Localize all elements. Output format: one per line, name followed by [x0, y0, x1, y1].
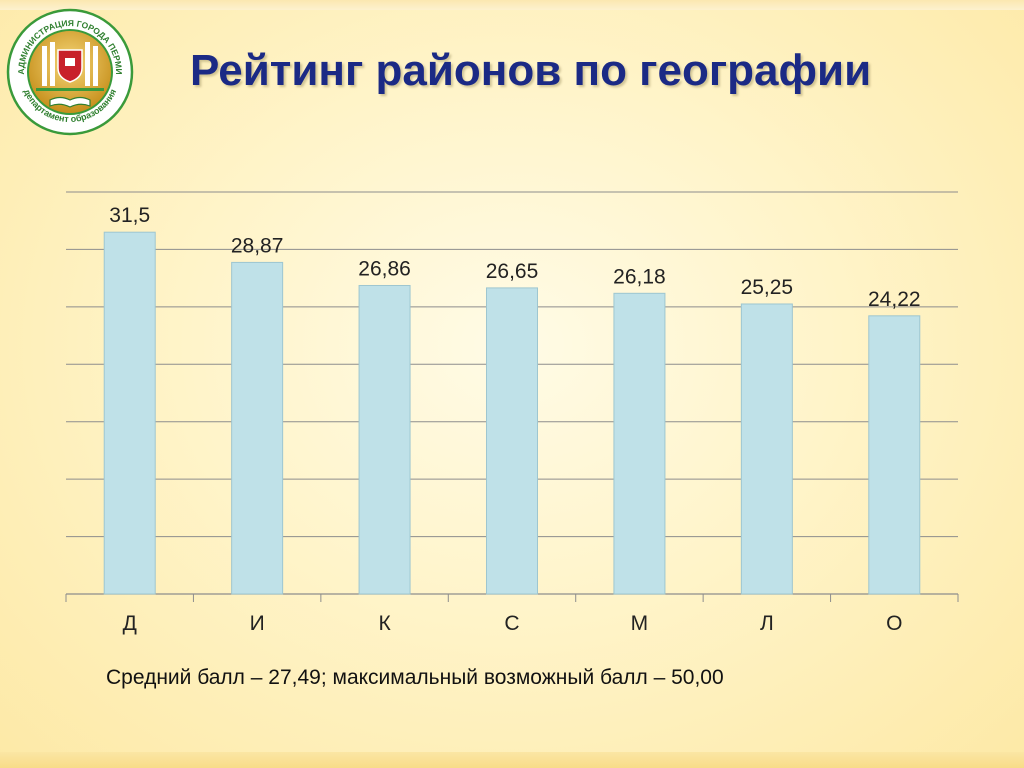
x-tick-label-4: С — [504, 612, 519, 635]
data-label-5: 26,18 — [613, 265, 666, 288]
data-label-4: 26,65 — [486, 260, 539, 283]
bar-1 — [103, 231, 156, 595]
bar-4 — [486, 287, 538, 595]
x-tick-label-7: О — [886, 612, 902, 635]
data-label-6: 25,25 — [741, 276, 794, 299]
bar-7 — [868, 315, 921, 595]
department-logo: АДМИНИСТРАЦИЯ ГОРОДА ПЕРМИ департамент о… — [6, 8, 134, 136]
logo-columns-icon — [36, 42, 104, 91]
coat-of-arms-icon — [57, 49, 83, 83]
page-title: Рейтинг районов по географии — [190, 46, 872, 95]
x-tick-label-1: Д — [123, 612, 137, 635]
x-tick-label-3: К — [378, 612, 391, 635]
x-tick-label-5: М — [631, 612, 649, 635]
top-band — [0, 0, 1024, 10]
x-tick-label-2: И — [250, 612, 265, 635]
x-tick-label-6: Л — [760, 612, 774, 635]
bottom-band — [0, 752, 1024, 768]
bar-6 — [740, 303, 793, 595]
data-label-7: 24,22 — [868, 288, 921, 311]
bar-3 — [358, 284, 411, 595]
bar-2 — [231, 261, 284, 595]
bar-5 — [613, 292, 666, 595]
data-label-2: 28,87 — [231, 234, 284, 257]
score-footnote: Средний балл – 27,49; максимальный возмо… — [106, 666, 724, 689]
open-book-icon — [49, 96, 91, 108]
data-label-3: 26,86 — [358, 257, 411, 280]
data-label-1: 31,5 — [109, 204, 150, 227]
